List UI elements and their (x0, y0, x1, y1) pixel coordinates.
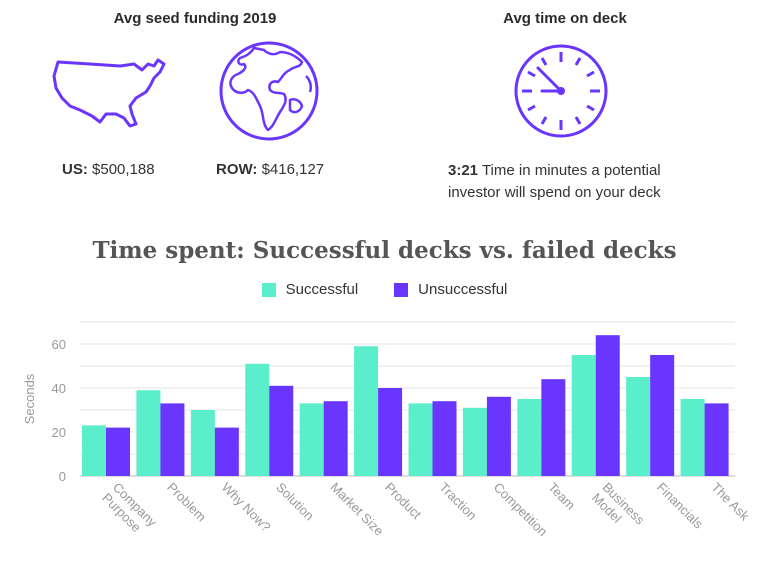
bar-successful-8 (517, 399, 542, 476)
x-tick-label: Why Now? (219, 480, 274, 535)
x-tick-label: Competition (491, 480, 551, 540)
bar-chart: 0 20 40 60 Seconds CompanyPurpose Problem Why N… (22, 321, 753, 541)
x-tick-label: BusinessModel (589, 480, 648, 539)
bar-successful-2 (190, 410, 215, 476)
x-tick-label: CompanyPurpose (99, 480, 160, 541)
x-tick-label: Product (382, 480, 425, 523)
bar-successful-9 (571, 355, 596, 476)
clock-icon (514, 44, 608, 138)
x-tick-label: Team (545, 480, 578, 513)
deck-time-title: Avg time on deck (503, 10, 627, 27)
legend-item-successful: Successful (261, 281, 359, 298)
legend-swatch-unsuccessful (394, 282, 409, 297)
bar-unsuccessful-11 (704, 403, 729, 476)
funding-title: Avg seed funding 2019 (113, 10, 277, 27)
globe-icon (219, 41, 319, 141)
x-tick-label: Solution (273, 480, 317, 524)
chart-legend: Successful Unsuccessful (0, 281, 769, 298)
bar-unsuccessful-6 (432, 401, 457, 476)
bar-unsuccessful-7 (486, 396, 511, 476)
bar-successful-10 (626, 377, 651, 476)
row-label: ROW: (216, 161, 258, 178)
y-tick-label: 40 (52, 381, 66, 396)
bar-successful-1 (136, 390, 161, 476)
legend-label-unsuccessful: Unsuccessful (418, 281, 508, 298)
legend-swatch-successful (261, 282, 276, 297)
x-tick-label: The Ask (708, 480, 752, 524)
us-value: $500,188 (92, 161, 155, 178)
us-label: US: (62, 161, 88, 178)
y-axis-label: Seconds (22, 373, 37, 424)
y-tick-label: 60 (52, 337, 66, 352)
bar-unsuccessful-4 (323, 401, 348, 476)
legend-label-successful: Successful (285, 281, 359, 298)
us-map-icon (52, 58, 166, 128)
bar-successful-7 (462, 407, 487, 476)
bar-successful-3 (245, 363, 270, 476)
deck-time-value: 3:21 (448, 162, 479, 179)
x-tick-label: Market Size (328, 480, 387, 539)
bar-unsuccessful-9 (595, 335, 620, 476)
bar-unsuccessful-8 (541, 379, 566, 476)
legend-item-unsuccessful: Unsuccessful (394, 281, 507, 298)
deck-time-desc-line2: investor will spend on your deck (448, 184, 661, 201)
chart-title: Time spent: Successful decks vs. failed … (92, 237, 677, 264)
bar-unsuccessful-3 (269, 385, 294, 476)
bar-successful-11 (680, 399, 705, 476)
y-tick-label: 20 (52, 425, 66, 440)
bar-successful-6 (408, 403, 433, 476)
bar-successful-0 (82, 425, 106, 476)
x-tick-label: Financials (654, 480, 706, 532)
bar-successful-4 (299, 403, 324, 476)
bar-unsuccessful-10 (650, 355, 675, 476)
bar-unsuccessful-5 (378, 388, 403, 476)
us-funding-stat: US: $500,188 (62, 161, 155, 178)
bar-unsuccessful-0 (106, 427, 130, 476)
x-tick-label: Problem (164, 480, 209, 525)
x-tick-label: Traction (436, 480, 479, 523)
deck-time-stat: 3:21 Time in minutes a potential investo… (448, 160, 661, 204)
deck-time-desc-line1: Time in minutes a potential (481, 162, 661, 179)
row-value: $416,127 (261, 161, 325, 178)
y-tick-label: 0 (59, 469, 66, 484)
row-funding-stat: ROW: $416,127 (216, 161, 324, 178)
bar-successful-5 (354, 346, 379, 476)
bar-unsuccessful-1 (160, 403, 185, 476)
bar-unsuccessful-2 (214, 427, 239, 476)
